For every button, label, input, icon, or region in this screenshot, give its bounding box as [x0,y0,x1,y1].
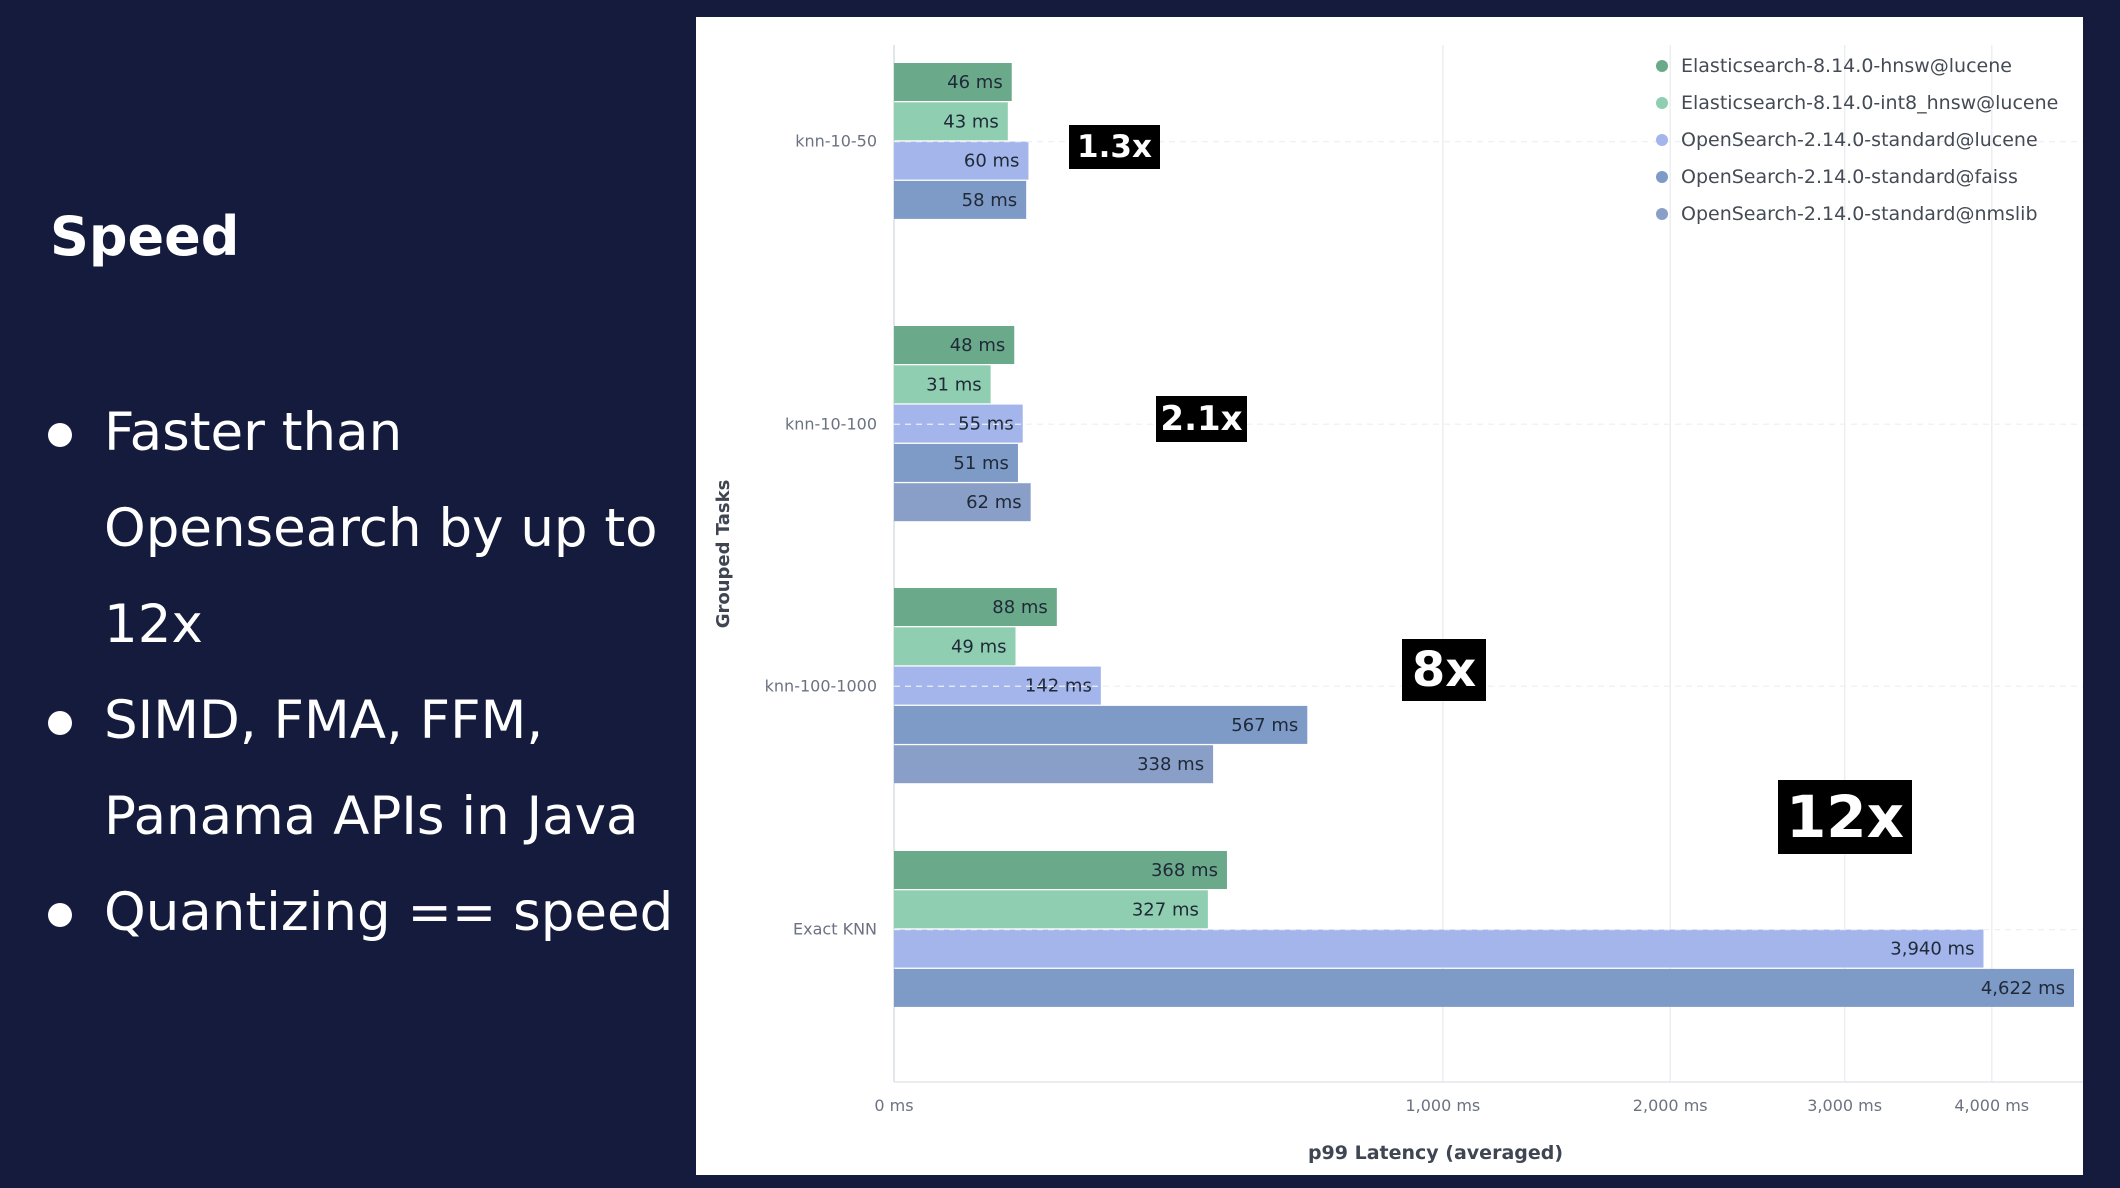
bullet-item: Faster than Opensearch by up to 12x [0,385,695,673]
legend-item[interactable]: Elasticsearch-8.14.0-int8_hnsw@lucene [1656,84,2058,121]
legend-item[interactable]: OpenSearch-2.14.0-standard@lucene [1656,121,2058,158]
bar-value-label: 51 ms [953,453,1009,474]
bar [894,483,1031,522]
bar-value-label: 88 ms [992,597,1048,618]
bar [894,102,1008,141]
bar [894,365,991,404]
bar-value-label: 368 ms [1151,860,1218,881]
legend-label: OpenSearch-2.14.0-standard@nmslib [1681,202,2038,225]
y-tick-label: Exact KNN [793,920,877,939]
bar-value-label: 4,622 ms [1981,978,2065,999]
x-tick-label: 3,000 ms [1807,1096,1882,1115]
bar [894,851,1227,889]
chart-legend: Elasticsearch-8.14.0-hnsw@lucene Elastic… [1656,47,2058,232]
bullet-item: SIMD, FMA, FFM, Panama APIs in Java [0,673,695,865]
y-tick-label: knn-100-1000 [765,676,877,695]
slide-title: Speed [50,205,240,268]
bar-value-label: 327 ms [1132,899,1199,920]
latency-chart: 0 ms 1,000 ms 2,000 ms 3,000 ms 4,000 ms 46 m… [713,45,2083,1164]
bar-value-label: 567 ms [1231,715,1298,736]
bar-value-label: 62 ms [966,492,1022,513]
speedup-badge: 8x [1402,639,1486,701]
slide-text-panel: Speed Faster than Opensearch by up to 12… [0,0,695,1188]
x-tick-label: 2,000 ms [1633,1096,1708,1115]
y-axis-title: Grouped Tasks [713,480,734,629]
bar-value-label: 60 ms [964,151,1020,172]
bar [894,968,2074,1007]
legend-label: OpenSearch-2.14.0-standard@faiss [1681,165,2018,188]
bullet-list: Faster than Opensearch by up to 12x SIMD… [0,385,695,961]
legend-item[interactable]: OpenSearch-2.14.0-standard@faiss [1656,158,2058,195]
legend-label: OpenSearch-2.14.0-standard@lucene [1681,128,2038,151]
x-axis-title: p99 Latency (averaged) [1308,1142,1563,1164]
y-tick-label: knn-10-50 [795,132,877,151]
bar [894,929,1984,968]
bullet-line: Faster than [104,402,403,463]
bar [894,666,1101,705]
bar [894,588,1057,626]
legend-dot-icon [1656,96,1668,109]
legend-label: Elasticsearch-8.14.0-int8_hnsw@lucene [1681,91,2059,114]
legend-dot-icon [1656,133,1668,146]
bar [894,705,1308,744]
bar-value-label: 46 ms [947,72,1003,93]
legend-item[interactable]: Elasticsearch-8.14.0-hnsw@lucene [1656,47,2058,84]
bar-value-label: 43 ms [943,111,999,132]
bullet-line: Opensearch by up to [104,498,658,559]
bar-value-label: 48 ms [950,335,1006,356]
bar [894,180,1027,219]
x-tick-label: 1,000 ms [1405,1096,1480,1115]
bar [894,326,1015,364]
bar [894,890,1208,929]
x-tick-label: 4,000 ms [1954,1096,2029,1115]
bullet-item: Quantizing == speed [0,865,695,961]
legend-label: Elasticsearch-8.14.0-hnsw@lucene [1681,54,2012,77]
bar [894,745,1214,784]
bar-value-label: 49 ms [951,636,1007,657]
bar [894,404,1023,443]
bar-value-label: 31 ms [926,374,982,395]
legend-dot-icon [1656,207,1668,220]
speedup-badge: 12x [1778,780,1912,854]
bullet-line: Quantizing == speed [104,882,674,943]
bar-value-label: 338 ms [1137,754,1204,775]
y-tick-label: knn-10-100 [785,414,877,433]
bar [894,443,1018,482]
bar [894,141,1029,180]
legend-item[interactable]: OpenSearch-2.14.0-standard@nmslib [1656,195,2058,232]
bullet-line: SIMD, FMA, FFM, [104,690,544,751]
bar [894,627,1016,666]
bar-value-label: 58 ms [962,190,1018,211]
bullet-line: 12x [104,594,203,655]
bar-value-label: 142 ms [1025,676,1092,697]
bullet-line: Panama APIs in Java [104,786,639,847]
chart-card: 0 ms 1,000 ms 2,000 ms 3,000 ms 4,000 ms 46 m… [696,17,2083,1175]
legend-dot-icon [1656,59,1668,72]
bar [894,63,1012,101]
x-tick-label: 0 ms [874,1096,913,1115]
speedup-badge: 2.1x [1156,396,1247,442]
legend-dot-icon [1656,170,1668,183]
bar-value-label: 3,940 ms [1890,939,1974,960]
speedup-badge: 1.3x [1069,125,1160,169]
